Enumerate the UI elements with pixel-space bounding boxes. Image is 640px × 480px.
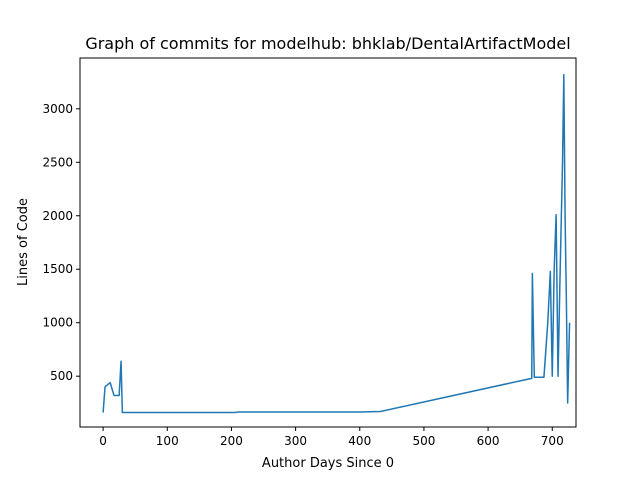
x-tick-label: 200 <box>220 434 243 448</box>
y-tick-label: 2000 <box>42 209 73 223</box>
series-line-0 <box>102 73 571 414</box>
y-tick-label: 1500 <box>42 262 73 276</box>
x-axis: 0 100 200 300 400 500 600 700 <box>99 427 564 448</box>
x-tick-label: 700 <box>541 434 564 448</box>
axes-frame <box>79 57 577 428</box>
x-axis-label: Author Days Since 0 <box>262 456 394 471</box>
plot-area <box>102 73 571 414</box>
y-axis-label: Lines of Code <box>16 198 31 286</box>
x-tick-label: 300 <box>284 434 307 448</box>
x-tick-label: 500 <box>412 434 435 448</box>
x-tick-label: 0 <box>99 434 107 448</box>
x-tick-label: 100 <box>156 434 179 448</box>
chart-title: Graph of commits for modelhub: bhklab/De… <box>85 34 570 53</box>
y-axis: 500 1000 1500 2000 2500 3000 <box>42 102 80 383</box>
y-tick-label: 500 <box>50 369 73 383</box>
y-tick-label: 3000 <box>42 102 73 116</box>
y-tick-label: 1000 <box>42 316 73 330</box>
y-tick-label: 2500 <box>42 155 73 169</box>
x-tick-label: 600 <box>477 434 500 448</box>
x-tick-label: 400 <box>348 434 371 448</box>
